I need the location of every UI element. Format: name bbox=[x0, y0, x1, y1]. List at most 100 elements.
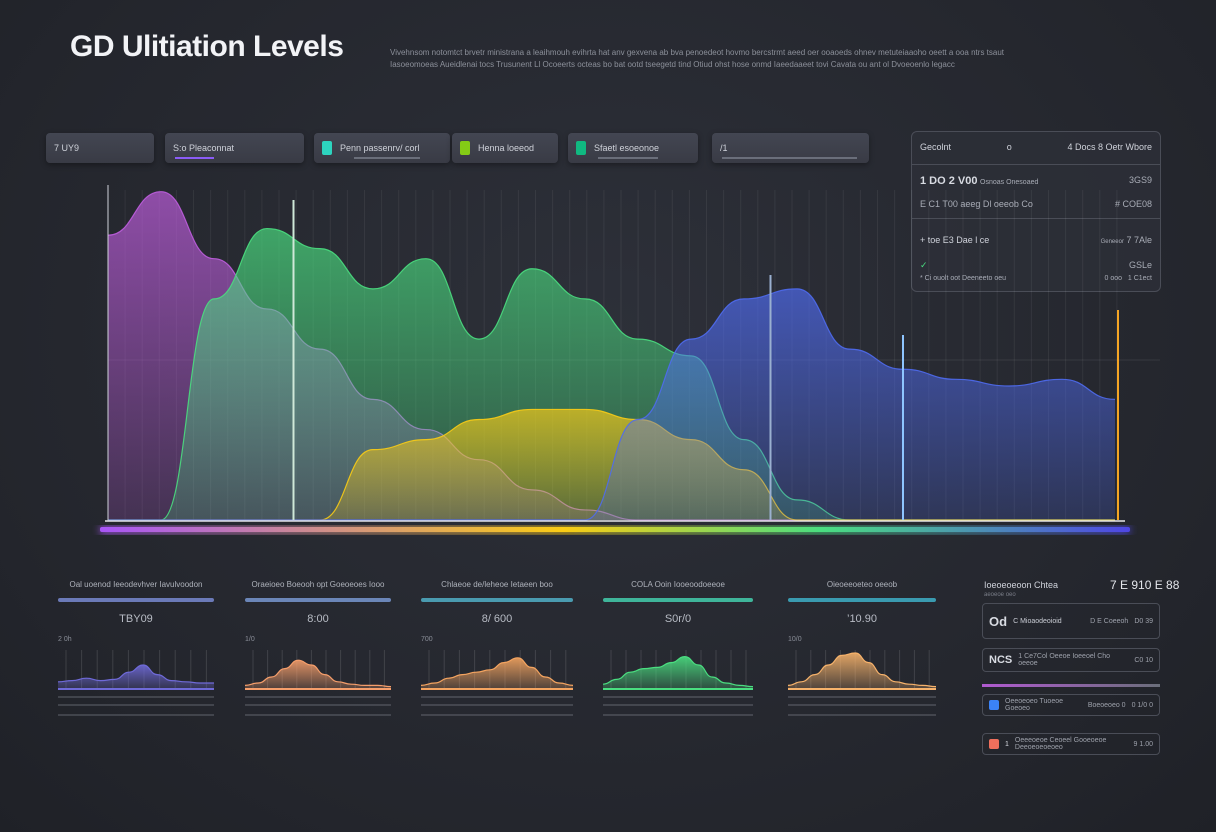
page-description-line-1: Vivehnsom notomtct brvetr ministrana a l… bbox=[390, 48, 1005, 57]
mini-line bbox=[788, 652, 936, 688]
kpi-card-1[interactable]: 7 UY9 bbox=[46, 133, 154, 163]
main-area-chart bbox=[100, 185, 1130, 534]
item-label: 1 Ce7Col Oeeoe Ioeeoel Cho oeeoe bbox=[1018, 653, 1111, 667]
mini-area bbox=[788, 653, 936, 689]
kpi-card-3[interactable]: Penn passenrv/ corl bbox=[314, 133, 450, 163]
side-list-subtitle: aeoeoe oeo bbox=[984, 592, 1016, 598]
mini-chart-title: Oieoeeoeteo oeeob bbox=[826, 580, 898, 589]
side-list-total: 7 E 910 E 88 bbox=[1110, 578, 1180, 592]
kpi-progress-bar bbox=[598, 157, 658, 159]
mini-chart-bar bbox=[245, 598, 391, 602]
mini-chart-bar bbox=[421, 598, 573, 602]
item-mid: Boeoeoeo 0 bbox=[1087, 701, 1126, 709]
page-title: GD Ulitiation Levels bbox=[70, 30, 344, 63]
summary-row-5-value: * Ci ouolt oot Deeneeto oeu bbox=[920, 275, 1007, 282]
mini-area bbox=[603, 656, 753, 689]
mini-chart-value: 8:00 bbox=[307, 613, 329, 625]
kpi-label: S:o Pleaconnat bbox=[173, 143, 235, 153]
kpi-card-2[interactable]: S:o Pleaconnat bbox=[165, 133, 304, 163]
chart-baseline bbox=[100, 527, 1130, 532]
kpi-label: Penn passenrv/ corl bbox=[340, 143, 420, 153]
item-badge: 1 bbox=[1005, 740, 1009, 748]
mini-chart-y-tick: 10/0 bbox=[788, 636, 802, 643]
mini-line bbox=[421, 657, 573, 686]
side-list-item-1[interactable]: Od C Mioaodeoioid D E Coeeoh D0 39 bbox=[982, 603, 1160, 639]
mini-line bbox=[245, 659, 391, 688]
summary-row-5-right: 1 C1ect bbox=[1127, 275, 1152, 282]
summary-row-3-sub: Geneeor bbox=[1100, 239, 1124, 245]
side-list-divider bbox=[982, 684, 1160, 687]
side-list-title: Ioeoeoeoon Chtea bbox=[984, 580, 1059, 590]
chart-icon bbox=[576, 141, 586, 155]
mini-line bbox=[603, 655, 753, 688]
summary-row-1-value: 1 DO 2 V00 bbox=[920, 175, 978, 187]
mini-chart-value: TBY09 bbox=[119, 613, 153, 625]
chart-icon bbox=[460, 141, 470, 155]
kpi-progress-bar bbox=[175, 157, 214, 159]
summary-row-1-right: 3GS9 bbox=[1128, 175, 1152, 185]
area-series-blue bbox=[108, 288, 1115, 520]
chart-icon bbox=[322, 141, 332, 155]
item-label: Oeeeoeoe Ceoeel Gooeoeoe Deeoeoeoeoeo bbox=[1014, 737, 1107, 751]
summary-row-3-right: 7 7Ale bbox=[1126, 235, 1152, 245]
item-value: 0 1/0 0 bbox=[1131, 701, 1153, 709]
document-icon bbox=[989, 739, 999, 749]
summary-row-2-right: # COE08 bbox=[1114, 199, 1152, 209]
mini-area-chart bbox=[245, 650, 391, 716]
mini-chart-title: Chlaeoe de/leheoe Ietaeen boo bbox=[441, 580, 553, 589]
mini-chart-bar bbox=[58, 598, 214, 602]
line-series-blue bbox=[108, 288, 1116, 521]
summary-row-2-value: E C1 T00 aeeg Dl oeeob Co bbox=[920, 199, 1033, 209]
side-list-item-2[interactable]: NCS 1 Ce7Col Oeeoe Ioeeoel Cho oeeoe C0 10 bbox=[982, 648, 1160, 672]
kpi-progress-bar bbox=[354, 157, 420, 159]
mini-chart-bar bbox=[788, 598, 936, 602]
kpi-label: Sfaetl esoeonoe bbox=[594, 143, 660, 153]
summary-header-mid: o bbox=[1006, 142, 1012, 152]
mini-chart-title: COLA Ooin Iooeoodoeeoe bbox=[631, 580, 725, 589]
item-mid: D E Coeeoh bbox=[1090, 617, 1129, 625]
item-value: 9 1.00 bbox=[1133, 740, 1153, 748]
kpi-card-4[interactable]: Henna loeeod bbox=[452, 133, 558, 163]
mini-chart-y-tick: 1/0 bbox=[245, 636, 255, 643]
area-series-green bbox=[108, 228, 1115, 521]
summary-header-right: 4 Docs 8 Oetr Wbore bbox=[1067, 142, 1152, 152]
mini-chart-value: S0r/0 bbox=[664, 613, 692, 625]
summary-row-5-sub: 0 ooo bbox=[1104, 275, 1123, 282]
summary-row-3-value: + toe E3 Dae l ce bbox=[920, 235, 990, 245]
summary-panel: Gecolnt o 4 Docs 8 Oetr Wbore 1 DO 2 V00 O… bbox=[911, 131, 1161, 292]
mini-area-chart bbox=[58, 650, 214, 716]
mini-area bbox=[421, 657, 573, 689]
kpi-label: 7 UY9 bbox=[54, 143, 80, 153]
mini-chart-value: 8/ 600 bbox=[481, 613, 513, 625]
check-icon: ✓ bbox=[920, 260, 928, 270]
kpi-card-5[interactable]: Sfaetl esoeonoe bbox=[568, 133, 698, 163]
page-description-line-2: Iasoeomoeas Aueidlenai tocs Trusunent Ll… bbox=[390, 60, 955, 69]
mini-chart-value: ’10.90 bbox=[847, 613, 877, 625]
mini-chart-title: Oraeioeo Boeooh opt Goeoeoes Iooo bbox=[251, 580, 385, 589]
item-badge: Od bbox=[989, 613, 1008, 629]
item-label: C Mioaodeoioid bbox=[1013, 617, 1062, 625]
mini-area bbox=[245, 660, 391, 689]
summary-row-4-right: GSLe bbox=[1128, 260, 1152, 270]
summary-row-1-sub: Osnoas Onesoaed bbox=[980, 179, 1039, 186]
document-icon bbox=[989, 700, 999, 710]
mini-chart-y-tick: 700 bbox=[421, 636, 433, 643]
mini-chart-bar bbox=[603, 598, 753, 602]
mini-area-chart bbox=[603, 650, 753, 716]
area-series-yellow bbox=[108, 409, 1115, 520]
item-label: Oeeoeoeo Tuoeoe Goeoeo bbox=[1005, 698, 1063, 712]
kpi-label: Henna loeeod bbox=[478, 143, 535, 153]
kpi-label: /1 bbox=[720, 143, 728, 153]
mini-chart-title: Oal uoenod Ieeodevhver Iavulvoodon bbox=[69, 580, 203, 589]
item-value: D0 39 bbox=[1134, 617, 1153, 625]
mini-area-chart bbox=[788, 650, 936, 716]
summary-header-left: Gecolnt bbox=[920, 142, 952, 152]
mini-area bbox=[58, 665, 214, 689]
kpi-progress-bar bbox=[722, 157, 857, 159]
item-value: C0 10 bbox=[1134, 656, 1153, 664]
kpi-card-6[interactable]: /1 bbox=[712, 133, 869, 163]
side-list-item-3[interactable]: Oeeoeoeo Tuoeoe Goeoeo Boeoeoeo 0 0 1/0 0 bbox=[982, 694, 1160, 716]
mini-area-chart bbox=[421, 650, 573, 716]
mini-line bbox=[58, 664, 214, 684]
side-list-item-4[interactable]: 1 Oeeeoeoe Ceoeel Gooeoeoe Deeoeoeoeoeo 9 … bbox=[982, 733, 1160, 755]
